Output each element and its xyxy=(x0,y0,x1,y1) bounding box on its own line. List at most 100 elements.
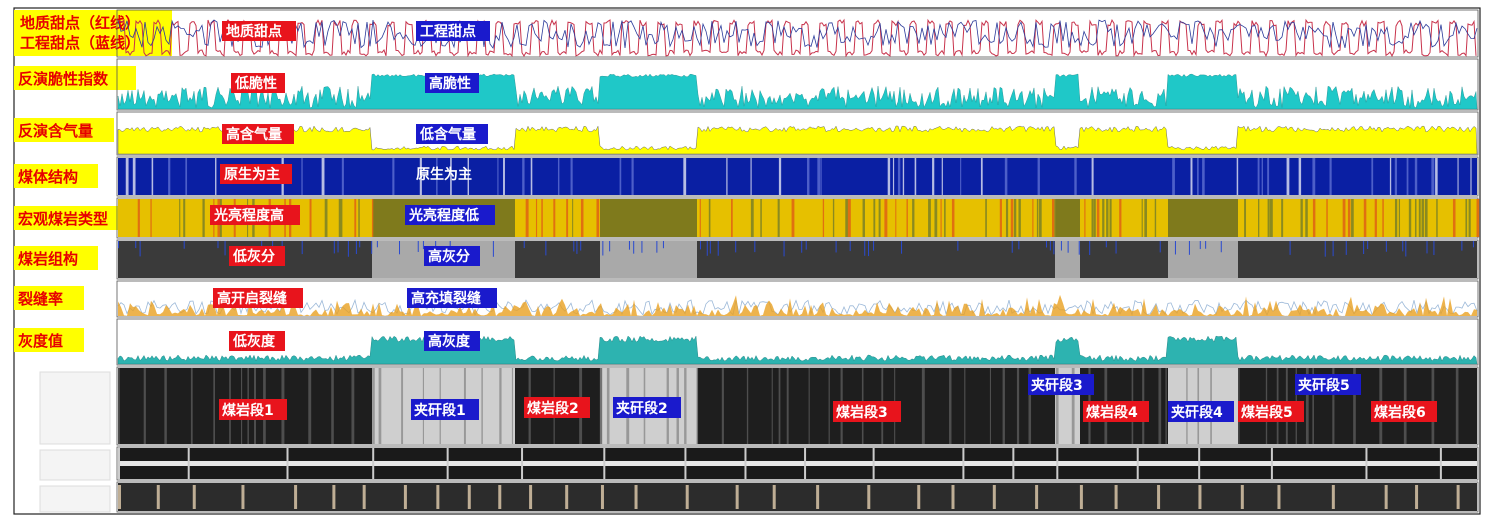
lith-stripe xyxy=(1013,199,1017,237)
lith-stripe xyxy=(832,199,835,237)
photo-joint xyxy=(332,485,336,509)
fabric-tick xyxy=(1199,241,1201,250)
fabric-band xyxy=(1168,241,1238,278)
strip-tick xyxy=(521,448,524,479)
lith-stripe xyxy=(1408,199,1412,237)
core-streak xyxy=(1332,368,1335,444)
struct-band xyxy=(1257,158,1260,195)
lith-stripe xyxy=(1436,199,1438,237)
struct-band xyxy=(1004,158,1008,195)
lith-stripe xyxy=(1144,199,1147,237)
lith-stripe xyxy=(912,199,915,237)
lith-stripe xyxy=(944,199,946,237)
struct-band xyxy=(168,158,171,195)
strip-tick xyxy=(118,448,120,479)
struct-band xyxy=(557,158,560,195)
lith-stripe xyxy=(1374,199,1377,237)
seg-tag-bg-3 xyxy=(524,397,590,418)
lith-stripe xyxy=(1010,199,1014,237)
lith-stripe xyxy=(535,199,538,237)
struct-band xyxy=(497,158,499,195)
core-streak xyxy=(378,368,382,444)
photo-joint xyxy=(529,485,533,509)
strip-tick xyxy=(1012,448,1015,479)
core-streak xyxy=(778,368,781,444)
photo-joint xyxy=(294,485,298,509)
struct-band xyxy=(932,158,935,195)
lith-stripe xyxy=(1267,199,1270,237)
lith-stripe xyxy=(309,199,312,237)
struct-band xyxy=(503,158,505,195)
lith-stripe xyxy=(1468,199,1471,237)
fabric-tick xyxy=(183,241,185,249)
fabric-tick xyxy=(1105,241,1107,248)
lith-stripe xyxy=(1300,199,1303,237)
fabric-tick xyxy=(1472,241,1474,248)
seg-tag-bg-4 xyxy=(613,397,681,418)
lith-stripe xyxy=(822,199,825,237)
lith-stripe xyxy=(985,199,987,237)
fabric-tick xyxy=(281,241,283,251)
photo-joint xyxy=(1114,485,1118,509)
fabric-tick xyxy=(359,241,361,248)
struct-band xyxy=(807,158,810,195)
fabric-tick xyxy=(717,241,719,256)
fabric-tick xyxy=(371,241,373,254)
photo-joint xyxy=(1456,485,1460,509)
fabric-tick xyxy=(1461,241,1463,251)
core-streak xyxy=(213,368,216,444)
fabric-tick xyxy=(1046,241,1048,248)
lith-band xyxy=(1238,199,1477,237)
lith-stripe xyxy=(1465,199,1468,237)
lith-stripe xyxy=(951,199,955,237)
tag-frac-open: 高开启裂缝 xyxy=(217,290,287,307)
track-label-bg-lith xyxy=(14,206,132,230)
fabric-tick xyxy=(706,241,708,256)
struct-band xyxy=(301,158,303,195)
seg-tag-1: 煤岩段1 xyxy=(222,402,274,419)
lith-stripe xyxy=(1382,199,1384,237)
struct-band xyxy=(1298,158,1302,195)
lith-stripe xyxy=(1119,199,1122,237)
tag-ash-low-bg xyxy=(229,246,285,266)
strip-tick xyxy=(804,448,807,479)
lith-stripe xyxy=(1036,199,1039,237)
seg-tag-10: 夹矸段5 xyxy=(1298,377,1350,394)
struct-band xyxy=(1389,158,1392,195)
annotation-tags: 地质甜点 工程甜点 低脆性 高脆性 高含气量 低含气量 原生为主 原生为主 光亮… xyxy=(210,21,497,351)
struct-band xyxy=(450,158,452,195)
lith-stripe xyxy=(1305,199,1308,237)
fabric-tick xyxy=(1115,241,1117,254)
struct-band xyxy=(1261,158,1263,195)
fabric-tick xyxy=(1188,241,1190,255)
lith-stripe xyxy=(1269,199,1273,237)
lith-stripe xyxy=(699,199,701,237)
strip-band xyxy=(118,461,1477,466)
struct-band xyxy=(125,158,129,195)
lith-stripe xyxy=(884,199,888,237)
lith-stripe xyxy=(1032,199,1034,237)
photo-joint xyxy=(685,485,689,509)
seg-tag-bg-11 xyxy=(1371,401,1437,422)
fabric-band xyxy=(515,241,600,278)
lith-stripe xyxy=(1084,199,1086,237)
seg-tag-bg-6 xyxy=(1028,374,1094,395)
core-streak xyxy=(808,368,810,444)
photo-joint xyxy=(600,485,604,509)
track-label-sweet-eng: 工程甜点（蓝线） xyxy=(20,34,140,52)
fabric-tick xyxy=(1220,241,1222,253)
fabric-tick xyxy=(699,241,701,250)
lith-band xyxy=(515,199,600,237)
core-streak xyxy=(118,368,120,444)
photo-joint xyxy=(467,485,471,509)
core-streak xyxy=(1312,368,1314,444)
lithotype-track xyxy=(118,199,1480,237)
seg-tag-2: 夹矸段1 xyxy=(414,402,466,419)
photo-joint xyxy=(156,485,160,509)
tag-gray-high-bg xyxy=(424,331,480,351)
fabric-tick xyxy=(835,241,837,253)
core-streak xyxy=(684,368,687,444)
fabric-tick xyxy=(1402,241,1404,252)
strip-tick xyxy=(962,448,965,479)
photo-base xyxy=(118,483,1477,511)
